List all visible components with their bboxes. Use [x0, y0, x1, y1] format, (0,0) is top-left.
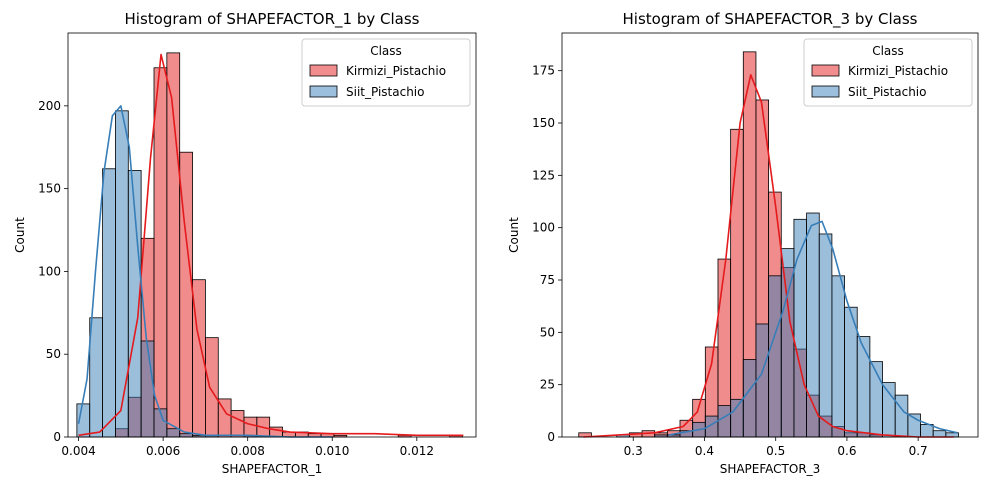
- y-axis-label: Count: [13, 217, 27, 253]
- kde-line-series-2: [77, 105, 333, 438]
- legend-box: [301, 38, 471, 107]
- histogram-bar: [115, 110, 129, 438]
- x-tick-label: 0.006: [146, 444, 180, 458]
- histogram-bar: [140, 340, 155, 438]
- legend-box: [803, 38, 973, 107]
- histogram-bar: [205, 337, 219, 438]
- x-tick-label: 0.012: [400, 444, 434, 458]
- x-tick-label: 0.008: [231, 444, 265, 458]
- histogram-bar: [89, 317, 103, 438]
- histogram-bar: [932, 430, 947, 438]
- chart-title: Histogram of SHAPEFACTOR_3 by Class: [623, 10, 918, 29]
- x-tick-label: 0.4: [695, 444, 714, 458]
- legend-swatch: [309, 85, 338, 98]
- y-tick-label: 75: [540, 273, 555, 287]
- y-tick-label: 150: [38, 182, 61, 196]
- x-tick-label: 0.6: [837, 444, 856, 458]
- legend-entry-label: Siit_Pistachio: [346, 85, 425, 99]
- histogram-bar: [243, 416, 258, 438]
- legend-entry-label: Kirmizi_Pistachio: [346, 64, 446, 78]
- legend: Class Kirmizi_Pistachio Siit_Pistachio: [803, 38, 973, 107]
- legend-swatch: [811, 64, 840, 77]
- x-tick-label: 0.7: [909, 444, 928, 458]
- histogram-bar: [856, 336, 871, 438]
- histogram-bar: [882, 382, 896, 438]
- plot-frame: [561, 32, 979, 438]
- legend-entry-label: Kirmizi_Pistachio: [848, 64, 948, 78]
- x-axis-label: SHAPEFACTOR_1: [222, 462, 323, 476]
- x-tick-label: 0.010: [315, 444, 349, 458]
- histogram-bar: [230, 410, 245, 438]
- kde-line-series-1: [78, 53, 464, 437]
- legend-swatch: [309, 64, 338, 77]
- y-tick-label: 25: [540, 378, 555, 392]
- legend-title: Class: [872, 44, 904, 58]
- chart-panel-2: 0.3 0.4 0.5 0.6 0.7 0 25 50 75 100 125 150 175 Histog…: [507, 10, 979, 476]
- histogram-bar: [755, 323, 770, 438]
- histogram-bar: [166, 428, 181, 438]
- y-tick-label: 100: [532, 221, 555, 235]
- y-tick-label: 150: [532, 116, 555, 130]
- x-tick-label: 0.3: [624, 444, 643, 458]
- histogram-bar: [768, 275, 782, 438]
- chart-panel-1: 0.004 0.006 0.008 0.010 0.012 0 50 100 150 200 His…: [13, 10, 477, 476]
- histogram-bar: [920, 424, 934, 438]
- histogram-bar: [831, 275, 845, 438]
- y-tick-label: 50: [46, 347, 61, 361]
- series-2-bars: [616, 212, 959, 438]
- histogram-bar: [102, 168, 116, 438]
- chart-title: Histogram of SHAPEFACTOR_1 by Class: [125, 10, 420, 29]
- legend-entry-label: Siit_Pistachio: [848, 85, 927, 99]
- kde-line-series-2: [668, 220, 958, 436]
- histogram-bar: [730, 398, 744, 438]
- x-tick-label: 0.5: [766, 444, 785, 458]
- histogram-bar: [730, 128, 744, 438]
- legend-swatch: [811, 85, 840, 98]
- legend: Class Kirmizi_Pistachio Siit_Pistachio: [301, 38, 471, 107]
- y-axis-label: Count: [507, 217, 521, 253]
- y-tick-label: 0: [547, 430, 555, 444]
- histogram-bar: [717, 405, 732, 438]
- y-tick-label: 125: [532, 168, 555, 182]
- x-tick-label: 0.004: [61, 444, 95, 458]
- y-tick-label: 100: [38, 264, 61, 278]
- legend-title: Class: [370, 44, 402, 58]
- y-tick-label: 200: [38, 99, 61, 113]
- kde-line-series-1: [583, 74, 954, 438]
- histogram-bar: [179, 433, 193, 438]
- histogram-bar: [894, 394, 909, 438]
- histogram-bar: [153, 67, 168, 438]
- series-2-bars: [76, 110, 258, 438]
- y-tick-label: 0: [53, 430, 61, 444]
- plot-frame: [67, 32, 477, 438]
- y-tick-label: 175: [532, 64, 555, 78]
- histogram-bar: [742, 359, 757, 438]
- y-tick-label: 50: [540, 325, 555, 339]
- x-axis-label: SHAPEFACTOR_3: [720, 462, 821, 476]
- series-1-bars: [115, 52, 463, 438]
- histogram-bar: [818, 233, 833, 438]
